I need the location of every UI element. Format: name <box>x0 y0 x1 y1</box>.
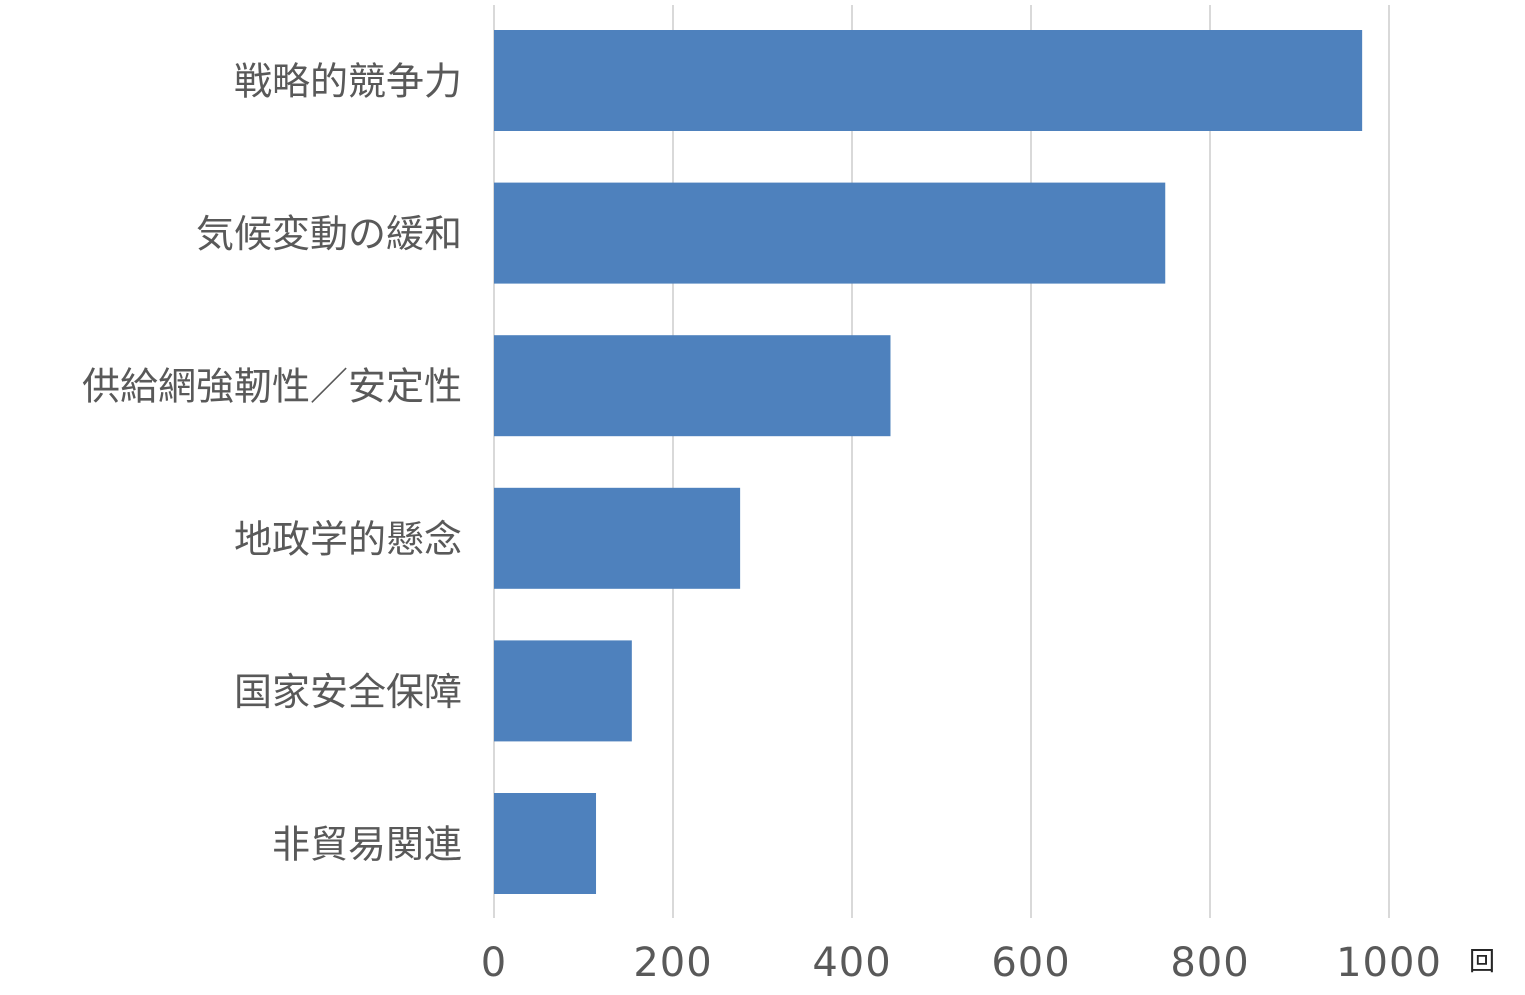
gridlines <box>493 5 1390 918</box>
category-label: 非貿易関連 <box>272 823 462 867</box>
bar-1 <box>494 182 1166 284</box>
bar-3 <box>494 487 741 589</box>
category-label: 供給網強靭性／安定性 <box>82 365 462 409</box>
x-tick-label: 1000 <box>1336 940 1442 986</box>
bar-2 <box>494 335 891 437</box>
x-tick-label: 0 <box>481 940 507 986</box>
bar-0 <box>494 30 1363 131</box>
x-tick-label: 400 <box>812 940 891 986</box>
x-tick-label: 200 <box>633 940 712 986</box>
x-tick-label: 800 <box>1170 940 1249 986</box>
x-axis-tick-labels: 0 200 400 600 800 1000 <box>481 940 1442 986</box>
category-label: 国家安全保障 <box>234 670 462 714</box>
bar-4 <box>494 640 632 742</box>
x-axis-unit-label: 回 <box>1469 947 1495 977</box>
bars <box>494 30 1363 894</box>
bar-5 <box>494 793 597 894</box>
category-label: 戦略的競争力 <box>234 60 462 104</box>
category-label: 地政学的懸念 <box>234 517 462 561</box>
category-label: 気候変動の緩和 <box>196 212 462 256</box>
x-tick-label: 600 <box>991 940 1070 986</box>
